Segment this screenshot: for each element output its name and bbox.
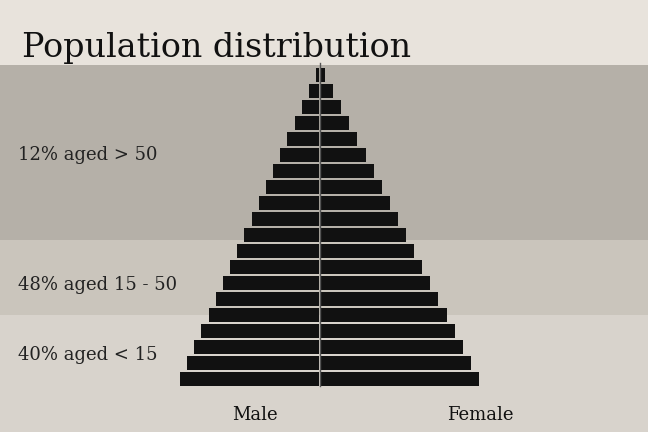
Bar: [321, 132, 358, 146]
Bar: [230, 260, 319, 274]
Bar: [321, 68, 325, 82]
Bar: [295, 116, 319, 130]
Text: 40% aged < 15: 40% aged < 15: [18, 346, 157, 364]
Bar: [321, 324, 455, 338]
Bar: [237, 244, 319, 258]
Bar: [187, 356, 319, 370]
Bar: [0, 240, 648, 315]
Bar: [321, 100, 341, 114]
Text: 48% aged 15 - 50: 48% aged 15 - 50: [18, 276, 177, 294]
Text: Population distribution: Population distribution: [22, 32, 411, 64]
Text: Female: Female: [446, 406, 513, 424]
Bar: [302, 100, 319, 114]
Text: 12% aged > 50: 12% aged > 50: [18, 146, 157, 164]
Bar: [321, 356, 471, 370]
Bar: [244, 228, 319, 242]
Bar: [194, 340, 319, 354]
Bar: [321, 84, 333, 98]
Bar: [321, 116, 349, 130]
Bar: [321, 196, 390, 210]
Bar: [216, 292, 319, 306]
Bar: [321, 148, 365, 162]
Bar: [223, 276, 319, 290]
Bar: [321, 212, 398, 226]
Bar: [202, 324, 319, 338]
Bar: [321, 228, 406, 242]
Bar: [321, 292, 439, 306]
Bar: [321, 244, 414, 258]
Bar: [309, 84, 319, 98]
Bar: [266, 180, 319, 194]
Bar: [321, 260, 422, 274]
Bar: [287, 132, 319, 146]
Bar: [321, 180, 382, 194]
Bar: [180, 372, 319, 386]
Bar: [321, 164, 374, 178]
Bar: [0, 315, 648, 432]
Bar: [321, 372, 479, 386]
Bar: [259, 196, 319, 210]
Bar: [209, 308, 319, 322]
Text: Male: Male: [232, 406, 278, 424]
Bar: [321, 308, 446, 322]
Bar: [0, 65, 648, 240]
Bar: [280, 148, 319, 162]
Bar: [251, 212, 319, 226]
Bar: [321, 340, 463, 354]
Bar: [321, 276, 430, 290]
Bar: [316, 68, 319, 82]
Bar: [273, 164, 319, 178]
